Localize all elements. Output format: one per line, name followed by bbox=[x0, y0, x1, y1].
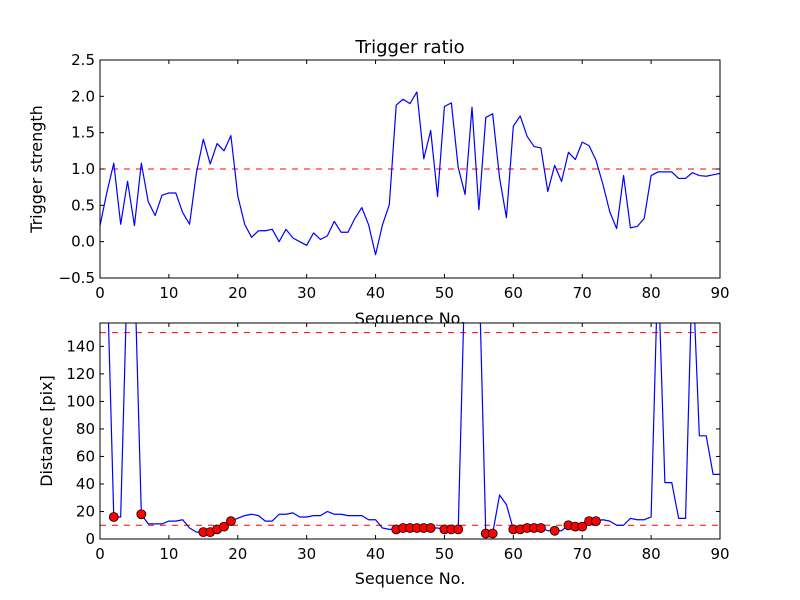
top-y-tick-label: 2.5 bbox=[71, 51, 95, 69]
bottom-trigger-point bbox=[535, 523, 546, 533]
top-y-axis-label: Trigger strength bbox=[27, 105, 46, 234]
bottom-trigger-point bbox=[453, 524, 464, 535]
top-y-tick-label: 1.5 bbox=[71, 124, 95, 142]
top-x-tick-label: 40 bbox=[366, 284, 385, 302]
top-series bbox=[100, 91, 720, 256]
bottom-plot-frame bbox=[99, 322, 721, 540]
top-y-tick-label: 0.5 bbox=[71, 196, 95, 214]
bottom-y-tick-label: 20 bbox=[76, 502, 95, 520]
top-x-tick-label: 80 bbox=[642, 284, 661, 302]
bottom-x-tick-label: 0 bbox=[95, 545, 105, 563]
top-x-tick-label: 0 bbox=[95, 284, 105, 302]
bottom-y-tick-label: 0 bbox=[85, 530, 95, 548]
bottom-trigger-point bbox=[108, 512, 119, 522]
bottom-x-tick-label: 80 bbox=[642, 545, 661, 563]
distance-chart: 0 10 20 30 40 50 60 70 80 90 0 20 40 60 80 100 120 140 Se… bbox=[37, 322, 730, 588]
bottom-x-tick-label: 30 bbox=[297, 545, 316, 563]
bottom-ticks: 0 10 20 30 40 50 60 70 80 90 0 20 40 60 80 100 120 140 bbox=[66, 323, 730, 563]
bottom-trigger-point bbox=[549, 525, 560, 536]
top-ticks: 0 10 20 30 40 50 60 70 80 90 −0.5 0.0 0.5 1.0 1.5 2.0 2.… bbox=[59, 51, 730, 302]
bottom-trigger-point bbox=[425, 523, 436, 533]
top-y-tick-label: 1.0 bbox=[71, 160, 95, 178]
top-y-tick-label: 2.0 bbox=[71, 87, 95, 105]
bottom-y-tick-label: 140 bbox=[66, 337, 95, 355]
bottom-y-tick-label: 60 bbox=[76, 447, 95, 465]
top-x-tick-label: 10 bbox=[159, 284, 178, 302]
bottom-x-tick-label: 40 bbox=[366, 545, 385, 563]
bottom-x-tick-label: 20 bbox=[228, 545, 247, 563]
bottom-trigger-point bbox=[219, 521, 229, 532]
top-x-tick-label: 30 bbox=[297, 284, 316, 302]
top-y-tick-label: −0.5 bbox=[59, 269, 95, 287]
bottom-x-axis-label: Sequence No. bbox=[355, 569, 466, 588]
top-x-tick-label: 60 bbox=[504, 284, 523, 302]
top-x-tick-label: 90 bbox=[710, 284, 729, 302]
top-series-line bbox=[100, 91, 720, 256]
bottom-x-tick-label: 90 bbox=[710, 545, 729, 563]
top-y-tick-label: 0.0 bbox=[71, 233, 95, 251]
trigger-ratio-chart: 0 10 20 30 40 50 60 70 80 90 −0.5 0.0 0.5 1.0 1.5 2.0 2.… bbox=[27, 37, 730, 328]
bottom-trigger-point bbox=[591, 516, 601, 527]
bottom-y-tick-label: 40 bbox=[76, 475, 95, 493]
bottom-x-tick-label: 60 bbox=[504, 545, 523, 563]
bottom-trigger-point bbox=[577, 521, 588, 532]
top-x-tick-label: 20 bbox=[228, 284, 247, 302]
bottom-x-tick-label: 10 bbox=[159, 545, 178, 563]
bottom-y-tick-label: 120 bbox=[66, 365, 95, 383]
bottom-trigger-point bbox=[225, 516, 236, 527]
bottom-trigger-point bbox=[487, 528, 498, 539]
bottom-y-tick-label: 80 bbox=[76, 420, 95, 438]
top-x-tick-label: 50 bbox=[435, 284, 454, 302]
bottom-x-tick-label: 50 bbox=[435, 545, 454, 563]
bottom-plot-area bbox=[100, 323, 720, 539]
bottom-y-tick-label: 100 bbox=[66, 392, 95, 410]
bottom-trigger-point bbox=[136, 509, 147, 520]
top-chart-title: Trigger ratio bbox=[354, 37, 464, 58]
bottom-x-tick-label: 70 bbox=[573, 545, 592, 563]
top-x-tick-label: 70 bbox=[573, 284, 592, 302]
bottom-y-axis-label: Distance [pix] bbox=[37, 375, 56, 487]
top-plot-area bbox=[100, 60, 720, 278]
top-plot-frame bbox=[99, 59, 721, 279]
bottom-series bbox=[107, 323, 720, 539]
